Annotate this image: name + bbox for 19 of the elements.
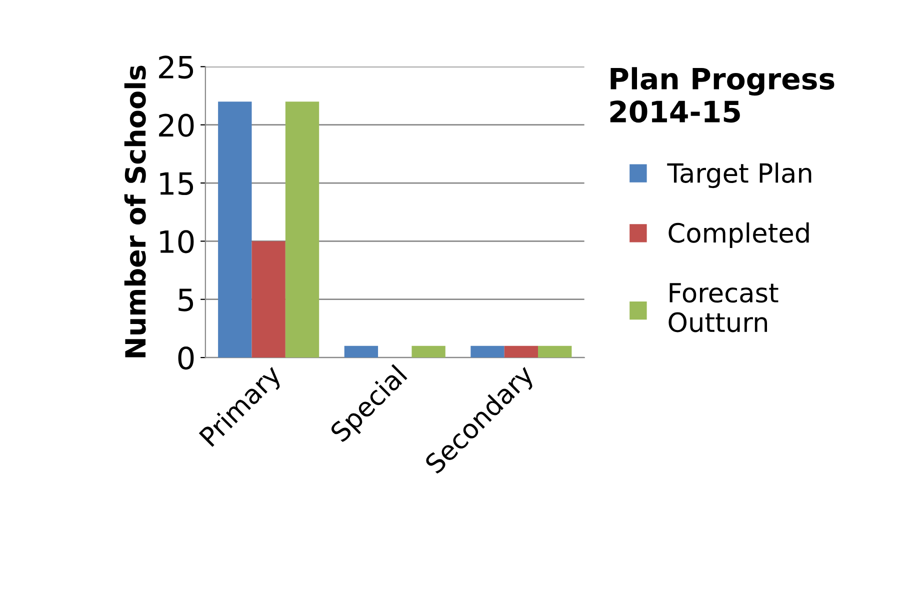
bar bbox=[252, 241, 286, 358]
legend-label: Target Plan bbox=[667, 162, 812, 188]
bar bbox=[470, 346, 504, 358]
bar bbox=[504, 346, 538, 358]
bar bbox=[218, 102, 252, 358]
y-tick-label: 25 bbox=[159, 56, 194, 79]
y-tick-label: 0 bbox=[178, 346, 194, 370]
y-tick-label: 5 bbox=[178, 288, 194, 312]
bar bbox=[538, 346, 572, 358]
legend-label: Completed bbox=[668, 222, 809, 248]
bar bbox=[412, 346, 446, 358]
bar bbox=[344, 346, 378, 358]
legend-label: Forecast Outturn bbox=[668, 283, 778, 332]
y-axis-title: Number of Schools bbox=[124, 66, 146, 358]
y-tick-label: 20 bbox=[159, 114, 194, 137]
bar bbox=[285, 102, 320, 358]
legend-title: Plan Progress 2014-15 bbox=[610, 67, 834, 123]
y-tick-label: 10 bbox=[160, 230, 194, 254]
y-tick-label: 15 bbox=[160, 172, 194, 196]
